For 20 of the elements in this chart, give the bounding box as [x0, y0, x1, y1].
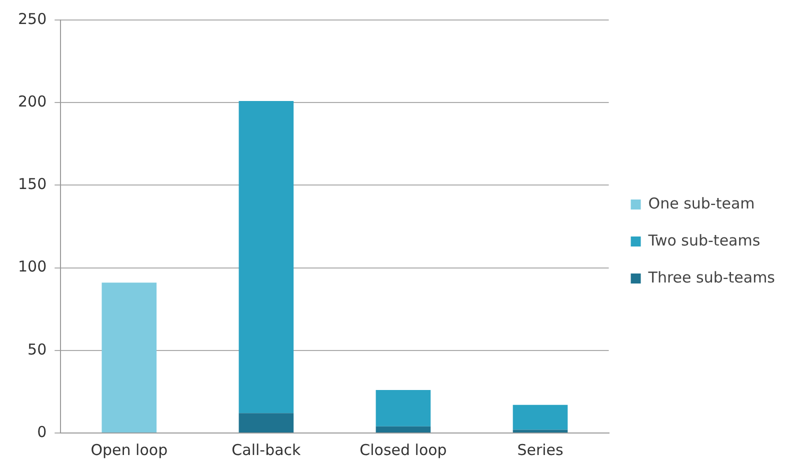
- y-tick-label: 0: [37, 422, 47, 441]
- bar: [102, 282, 157, 432]
- y-tick-label: 50: [28, 340, 47, 358]
- y-tick-label: 150: [18, 175, 47, 194]
- legend-label: Two sub-teams: [647, 231, 760, 250]
- x-tick-label: Series: [517, 440, 564, 459]
- x-tick-label: Call-back: [232, 440, 302, 459]
- x-tick-label: Open loop: [90, 440, 168, 459]
- bar: [376, 426, 431, 432]
- bar: [376, 390, 431, 426]
- bar: [512, 430, 568, 432]
- legend-label: Three sub-teams: [647, 268, 776, 286]
- bar: [512, 404, 568, 430]
- y-tick-label: 100: [18, 258, 47, 276]
- y-tick-label: 250: [18, 10, 47, 28]
- y-tick-label: 200: [18, 92, 47, 110]
- bar: [238, 413, 294, 432]
- legend-label: One sub-team: [648, 194, 755, 212]
- bar: [238, 100, 294, 414]
- x-tick-label: Closed loop: [360, 440, 447, 459]
